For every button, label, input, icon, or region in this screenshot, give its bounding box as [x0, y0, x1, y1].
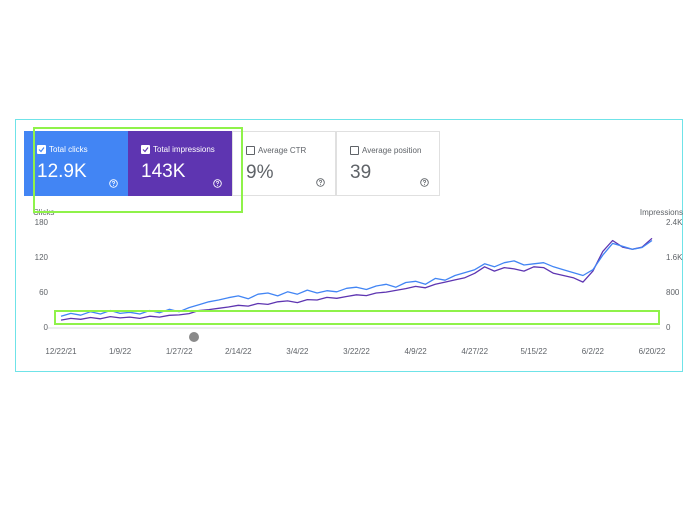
x-tick-label: 4/27/22	[461, 347, 488, 356]
help-icon[interactable]	[316, 178, 325, 187]
y2-tick-label: 0	[666, 323, 671, 332]
metric-card[interactable]: Average position 39	[336, 131, 440, 196]
y-tick-label: 120	[35, 253, 49, 262]
x-tick-label: 1/27/22	[166, 347, 193, 356]
x-tick-label: 5/15/22	[520, 347, 547, 356]
help-icon[interactable]	[213, 179, 222, 188]
help-icon[interactable]	[109, 179, 118, 188]
annotation-marker[interactable]	[189, 332, 199, 342]
x-tick-label: 12/22/21	[45, 347, 77, 356]
x-tick-label: 4/9/22	[404, 347, 427, 356]
checkbox[interactable]	[37, 145, 46, 154]
metric-value: 39	[350, 162, 372, 183]
highlight-box	[54, 310, 660, 325]
x-tick-label: 6/2/22	[582, 347, 605, 356]
y2-tick-label: 2.4K	[666, 218, 683, 227]
metric-label: Total clicks	[49, 145, 88, 154]
series-line	[60, 239, 653, 317]
metric-value: 12.9K	[37, 161, 87, 182]
y-tick-label: 60	[39, 288, 48, 297]
metric-card[interactable]: Average CTR 9%	[232, 131, 336, 196]
help-icon[interactable]	[420, 178, 429, 187]
x-tick-label: 6/20/22	[639, 347, 666, 356]
panel	[15, 119, 683, 372]
y2-axis-label: Impressions	[640, 208, 683, 217]
y2-tick-label: 1.6K	[666, 253, 683, 262]
y-tick-label: 0	[44, 323, 49, 332]
metric-card[interactable]: Total impressions 143K	[128, 131, 232, 196]
metric-value: 9%	[246, 162, 274, 183]
y-tick-label: 180	[35, 218, 49, 227]
y2-tick-label: 800	[666, 288, 680, 297]
metric-card[interactable]: Total clicks 12.9K	[24, 131, 128, 196]
series-line	[60, 237, 653, 321]
metric-value: 143K	[141, 161, 186, 182]
metric-label: Total impressions	[153, 145, 215, 154]
x-tick-label: 1/9/22	[109, 347, 132, 356]
checkbox[interactable]	[350, 146, 359, 155]
x-tick-label: 3/22/22	[343, 347, 370, 356]
checkbox[interactable]	[141, 145, 150, 154]
x-tick-label: 2/14/22	[225, 347, 252, 356]
x-tick-label: 3/4/22	[286, 347, 309, 356]
metric-label: Average CTR	[258, 146, 307, 155]
checkbox[interactable]	[246, 146, 255, 155]
highlight-box	[33, 127, 243, 213]
metric-label: Average position	[362, 146, 422, 155]
